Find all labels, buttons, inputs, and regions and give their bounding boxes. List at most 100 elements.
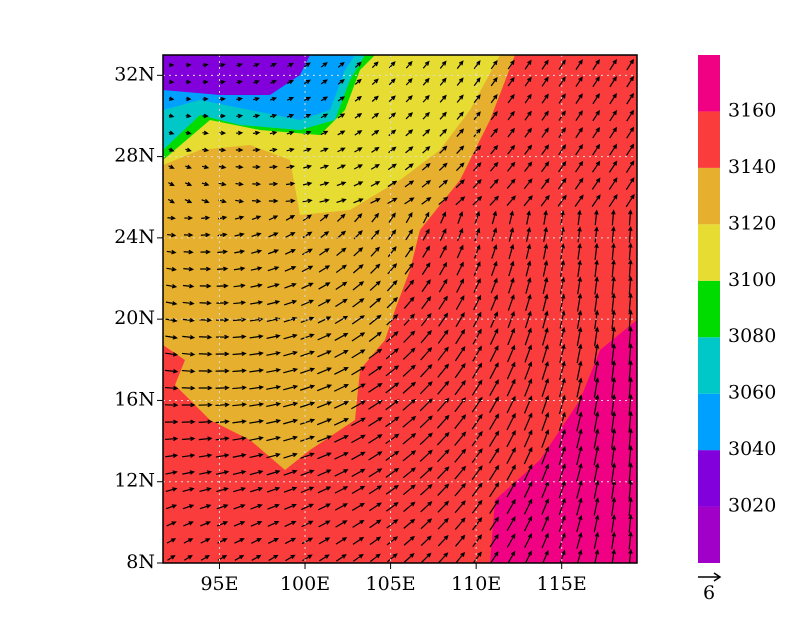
wind-arrow [369, 280, 381, 291]
wind-arrow [371, 95, 379, 102]
wind-arrow [300, 452, 315, 459]
wind-arrow [182, 487, 195, 493]
wind-arrow [353, 198, 364, 204]
wind-arrow [490, 59, 498, 70]
wind-arrow [593, 479, 600, 499]
wind-arrow [523, 412, 533, 431]
wind-arrow [402, 415, 417, 428]
wind-arrow [269, 164, 278, 170]
wind-arrow [508, 227, 515, 242]
wind-arrow [608, 194, 618, 208]
wind-arrow [628, 410, 633, 432]
wind-arrow [183, 521, 194, 527]
wind-arrow [368, 348, 383, 359]
wind-arrow [402, 381, 417, 394]
wind-arrow [320, 79, 328, 85]
wind-arrow [235, 198, 245, 204]
wind-arrow [454, 380, 466, 396]
wind-arrow [165, 436, 179, 442]
wind-arrow [201, 164, 210, 170]
wind-arrow [403, 535, 415, 546]
grid [163, 55, 637, 563]
wind-arrow [611, 242, 616, 260]
wind-arrow [576, 326, 583, 347]
wind-arrow [507, 76, 515, 87]
wind-arrow [611, 259, 616, 278]
wind-arrow [182, 334, 196, 340]
wind-arrow [594, 309, 600, 330]
wind-arrow [266, 334, 281, 339]
wind-arrow [252, 181, 262, 187]
wind-arrow [268, 232, 279, 238]
wind-arrow [490, 77, 498, 87]
wind-arrow [593, 497, 600, 516]
wind-arrow [508, 260, 515, 277]
wind-arrow [525, 226, 531, 242]
y-tick-label: 32N [114, 63, 155, 85]
wind-arrow [317, 367, 332, 375]
wind-arrow [317, 316, 332, 324]
wind-arrow [437, 517, 449, 530]
wind-arrow [284, 537, 297, 545]
wind-arrow [593, 377, 600, 398]
wind-arrow [626, 75, 634, 88]
wind-arrow [473, 128, 482, 138]
wind-arrow [215, 385, 230, 391]
wind-arrow [419, 415, 433, 429]
wind-arrow [354, 78, 362, 85]
wind-arrow [250, 300, 264, 305]
wind-arrow [628, 242, 633, 261]
wind-arrow [560, 259, 566, 277]
wind-arrow [351, 332, 366, 342]
wind-arrow [199, 470, 213, 475]
wind-arrow [575, 93, 583, 104]
wind-arrow [626, 92, 634, 105]
wind-arrow [198, 385, 213, 391]
wind-arrow [626, 143, 635, 156]
wind-arrow [628, 462, 633, 483]
wind-arrow [489, 328, 499, 345]
wind-arrow [609, 92, 617, 105]
wind-arrow [405, 211, 413, 224]
wind-arrow [387, 180, 398, 188]
wind-arrow [489, 345, 499, 362]
wind-arrow [454, 500, 466, 514]
wind-arrow [422, 111, 430, 120]
wind-arrow [439, 145, 448, 154]
wind-arrow [524, 310, 532, 329]
wind-arrow [216, 521, 229, 527]
wind-arrow [385, 416, 400, 428]
wind-arrow [319, 231, 330, 239]
wind-arrow [354, 61, 362, 68]
wind-arrow [422, 245, 430, 258]
wind-arrow [303, 147, 312, 153]
wind-arrow [388, 95, 396, 103]
plot-frame [162, 54, 638, 564]
wind-arrow [437, 449, 450, 463]
wind-arrow [370, 181, 381, 187]
wind-arrow [439, 228, 447, 241]
wind-arrow [611, 531, 616, 550]
wind-arrow [438, 278, 448, 293]
wind-arrow [352, 298, 365, 308]
wind-arrow [317, 486, 332, 494]
wind-arrow [419, 432, 433, 445]
wind-arrow [611, 376, 617, 398]
wind-arrow [436, 431, 450, 446]
y-tick-label: 16N [114, 388, 155, 410]
wind-arrow [611, 360, 617, 381]
wind-arrow [388, 146, 397, 154]
wind-arrow [199, 504, 212, 510]
wind-arrow [234, 538, 245, 544]
wind-arrow [557, 177, 567, 190]
wind-arrow [421, 262, 431, 275]
wind-arrow [253, 63, 260, 68]
wind-arrow [591, 177, 601, 190]
wind-arrow [472, 534, 483, 548]
wind-arrow [575, 127, 583, 139]
wind-arrow [184, 198, 193, 204]
colorbar-label: 3120 [728, 212, 776, 234]
wind-arrow [266, 368, 282, 373]
wind-arrow [437, 363, 450, 378]
wind-arrow [403, 296, 415, 309]
